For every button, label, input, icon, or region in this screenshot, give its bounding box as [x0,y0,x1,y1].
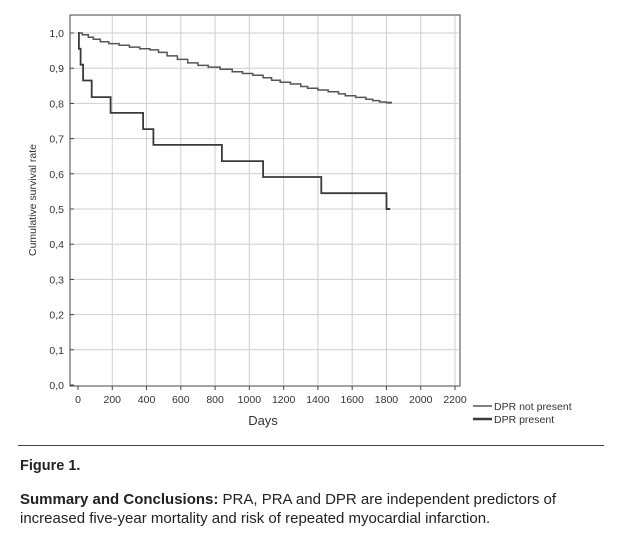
x-tick-label: 0 [75,394,81,406]
y-tick-label: 0,1 [49,345,64,357]
x-axis-ticks: 0 200 400 600 800 1000 1200 1400 1600 1800 2000 220… [75,386,467,406]
x-tick-label: 1200 [272,394,296,406]
series-line-dpr-present [78,32,389,210]
y-tick-label: 0,8 [49,98,64,110]
y-tick-label: 0,7 [49,134,64,146]
x-tick-label: 1600 [341,394,365,406]
summary-heading: Summary and Conclusions: [20,491,219,508]
series-lines [78,32,392,210]
x-tick-label: 1800 [375,394,399,406]
y-tick-label: 0,9 [49,63,64,75]
y-tick-label: 0,0 [49,380,64,392]
grid-lines [71,16,459,385]
plot-area [69,14,461,387]
y-axis-label: Cumulative survival rate [27,144,39,256]
y-tick-label: 0,4 [49,239,64,251]
x-tick-label: 1000 [238,394,262,406]
x-tick-label: 800 [206,394,224,406]
x-axis-label: Days [248,413,278,428]
y-tick-label: 0,2 [49,310,64,322]
legend-label: DPR present [494,414,554,426]
y-axis-ticks: 0,0 0,1 0,2 0,3 0,4 0,5 0,6 0,7 0,8 0,9 1,0 [49,28,74,392]
y-tick-label: 0,3 [49,274,64,286]
x-tick-label: 400 [138,394,156,406]
x-tick-label: 200 [104,394,122,406]
x-tick-label: 600 [172,394,190,406]
x-tick-label: 1400 [306,394,330,406]
y-tick-label: 1,0 [49,28,64,40]
caption-divider [18,445,604,446]
survival-chart: 0,0 0,1 0,2 0,3 0,4 0,5 0,6 0,7 0,8 0,9 1,0 0 200 40… [27,14,572,428]
y-tick-label: 0,5 [49,204,64,216]
series-line-dpr-not-present [78,32,390,104]
summary-text: PRA, PRA and DPR are independent predict… [20,491,557,527]
x-tick-label: 2200 [443,394,467,406]
figure-label: Figure 1. [20,458,81,474]
y-tick-label: 0,6 [49,169,64,181]
summary-paragraph: Summary and Conclusions: PRA, PRA and DP… [20,490,610,528]
x-tick-label: 2000 [409,394,433,406]
legend-label: DPR not present [494,401,572,413]
